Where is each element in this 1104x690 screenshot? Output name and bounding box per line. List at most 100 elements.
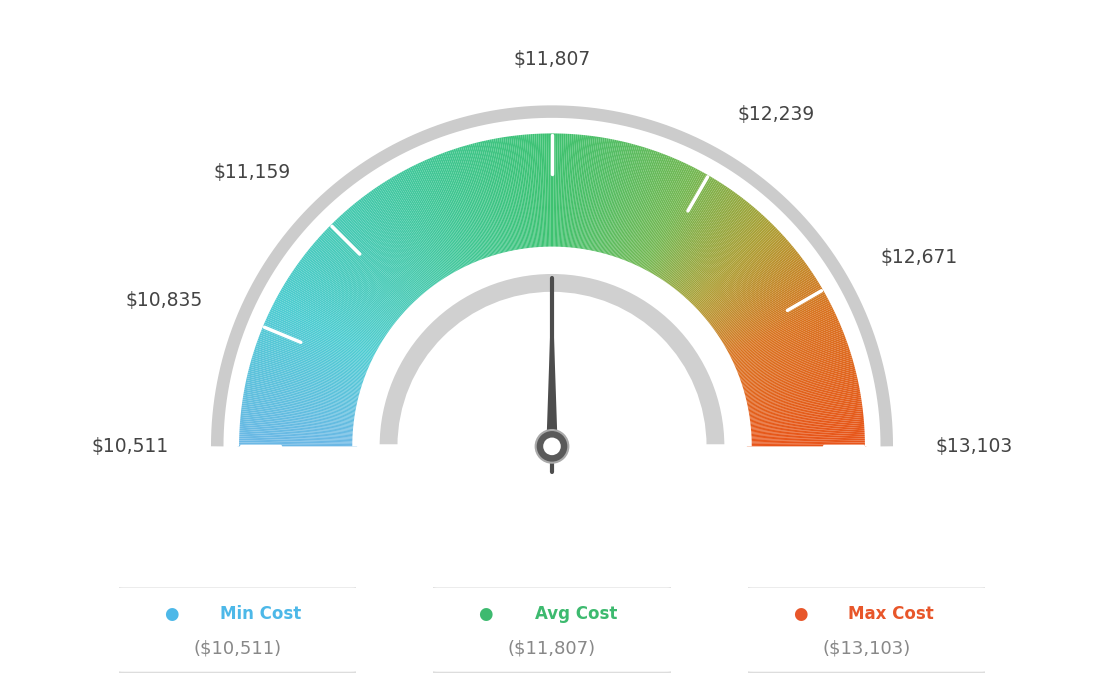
Wedge shape xyxy=(237,433,358,439)
Wedge shape xyxy=(726,306,834,360)
Wedge shape xyxy=(411,164,466,272)
Wedge shape xyxy=(338,215,421,304)
Wedge shape xyxy=(245,378,362,405)
Wedge shape xyxy=(262,324,373,371)
Wedge shape xyxy=(402,169,460,275)
Wedge shape xyxy=(736,346,850,385)
Wedge shape xyxy=(509,135,527,253)
Wedge shape xyxy=(689,223,774,308)
Wedge shape xyxy=(577,135,595,253)
Wedge shape xyxy=(315,239,406,318)
Wedge shape xyxy=(729,313,837,364)
Wedge shape xyxy=(733,331,845,376)
Wedge shape xyxy=(673,200,750,295)
Wedge shape xyxy=(546,132,550,251)
Wedge shape xyxy=(361,195,435,292)
Wedge shape xyxy=(649,174,710,278)
Wedge shape xyxy=(694,231,783,314)
Wedge shape xyxy=(742,374,858,403)
Wedge shape xyxy=(497,137,519,255)
Wedge shape xyxy=(373,186,443,286)
Wedge shape xyxy=(322,230,411,313)
Wedge shape xyxy=(353,201,429,295)
Wedge shape xyxy=(304,252,399,327)
Wedge shape xyxy=(559,132,564,252)
Wedge shape xyxy=(379,183,446,284)
Wedge shape xyxy=(647,172,707,277)
Wedge shape xyxy=(646,171,705,276)
Wedge shape xyxy=(696,234,785,315)
Wedge shape xyxy=(273,300,380,357)
Wedge shape xyxy=(728,309,836,362)
Wedge shape xyxy=(737,351,852,388)
Wedge shape xyxy=(491,137,516,255)
Wedge shape xyxy=(238,417,358,429)
Polygon shape xyxy=(546,278,558,446)
Wedge shape xyxy=(471,142,503,258)
Wedge shape xyxy=(661,186,731,286)
Wedge shape xyxy=(438,152,482,265)
Wedge shape xyxy=(666,191,736,288)
Wedge shape xyxy=(720,286,824,348)
Wedge shape xyxy=(520,133,533,253)
Wedge shape xyxy=(741,368,857,399)
Wedge shape xyxy=(746,415,864,428)
Wedge shape xyxy=(620,152,664,264)
Wedge shape xyxy=(725,304,832,359)
Wedge shape xyxy=(718,282,820,345)
Wedge shape xyxy=(435,154,480,266)
Wedge shape xyxy=(406,167,463,274)
Wedge shape xyxy=(625,155,671,266)
Wedge shape xyxy=(251,357,365,392)
Wedge shape xyxy=(346,208,425,299)
Wedge shape xyxy=(311,243,403,321)
Wedge shape xyxy=(272,304,379,359)
Wedge shape xyxy=(453,148,491,262)
Wedge shape xyxy=(601,142,633,258)
FancyBboxPatch shape xyxy=(743,586,990,673)
Wedge shape xyxy=(565,132,575,252)
Wedge shape xyxy=(326,227,413,311)
Wedge shape xyxy=(440,152,484,264)
Wedge shape xyxy=(746,423,866,433)
Wedge shape xyxy=(391,176,453,279)
Wedge shape xyxy=(668,193,740,290)
Wedge shape xyxy=(719,285,822,347)
Wedge shape xyxy=(297,262,394,333)
Wedge shape xyxy=(242,397,360,417)
Wedge shape xyxy=(321,231,410,314)
Wedge shape xyxy=(746,435,867,440)
Wedge shape xyxy=(626,155,673,266)
Wedge shape xyxy=(431,155,478,266)
Wedge shape xyxy=(744,389,861,412)
Text: $10,835: $10,835 xyxy=(126,291,202,310)
Wedge shape xyxy=(743,382,860,407)
Wedge shape xyxy=(678,207,757,299)
Wedge shape xyxy=(375,186,444,285)
Wedge shape xyxy=(718,279,819,344)
Wedge shape xyxy=(350,204,427,297)
Wedge shape xyxy=(267,313,375,364)
Wedge shape xyxy=(745,403,863,421)
Wedge shape xyxy=(638,164,693,272)
Wedge shape xyxy=(616,149,657,263)
Wedge shape xyxy=(436,153,481,265)
Wedge shape xyxy=(241,405,359,422)
Wedge shape xyxy=(395,172,456,277)
Wedge shape xyxy=(318,235,407,317)
Wedge shape xyxy=(415,163,468,271)
Wedge shape xyxy=(743,388,861,411)
Wedge shape xyxy=(359,197,434,293)
Wedge shape xyxy=(335,219,417,306)
Wedge shape xyxy=(501,136,521,254)
Wedge shape xyxy=(580,135,599,254)
Wedge shape xyxy=(425,158,475,268)
Wedge shape xyxy=(599,141,630,257)
Wedge shape xyxy=(259,331,371,376)
Wedge shape xyxy=(633,160,684,270)
Wedge shape xyxy=(372,188,442,286)
Wedge shape xyxy=(385,179,449,281)
Text: Min Cost: Min Cost xyxy=(221,605,301,623)
Wedge shape xyxy=(542,132,548,252)
Wedge shape xyxy=(261,327,372,373)
